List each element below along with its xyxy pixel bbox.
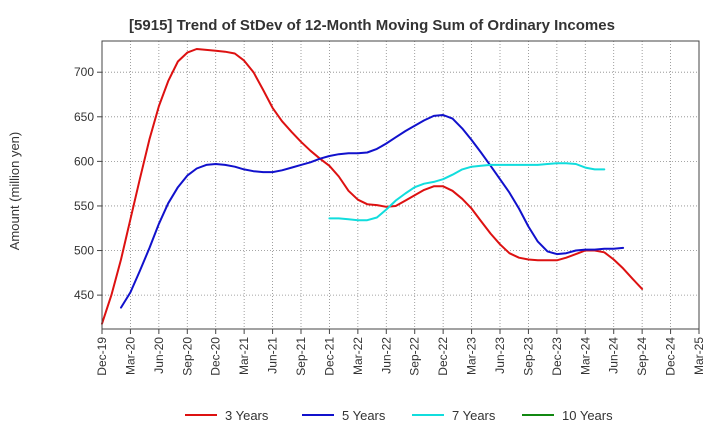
x-tick-label: Dec-21 xyxy=(322,337,336,376)
legend-label: 3 Years xyxy=(225,408,269,423)
y-tick-label: 600 xyxy=(74,154,94,168)
legend-label: 5 Years xyxy=(342,408,386,423)
series-line xyxy=(328,162,606,222)
x-tick-label: Jun-21 xyxy=(266,337,280,374)
plot-frame xyxy=(101,40,700,330)
series-lines xyxy=(101,48,644,325)
series-line xyxy=(101,48,644,325)
x-tick-label: Jun-20 xyxy=(152,337,166,374)
x-tick-label: Jun-23 xyxy=(493,337,507,374)
y-axis-label: Amount (million yen) xyxy=(7,132,22,251)
legend-label: 10 Years xyxy=(562,408,613,423)
y-tick-label: 550 xyxy=(74,199,94,213)
x-tick-label: Mar-23 xyxy=(465,337,479,375)
grid xyxy=(102,41,699,329)
legend-label: 7 Years xyxy=(452,408,496,423)
y-tick-label: 450 xyxy=(74,288,94,302)
axes: 450 500 550 600 650 700 Dec-19 Mar-20 Jun-20 Sep-… xyxy=(74,65,706,375)
y-tick-label: 650 xyxy=(74,110,94,124)
x-tick-label: Jun-22 xyxy=(379,337,393,374)
y-tick-label: 500 xyxy=(74,244,94,258)
x-tick-label: Dec-20 xyxy=(209,337,223,376)
x-tick-label: Sep-21 xyxy=(294,337,308,376)
x-tick-label: Dec-23 xyxy=(550,337,564,376)
x-tick-label: Mar-24 xyxy=(578,337,592,375)
x-tick-label: Mar-22 xyxy=(351,337,365,375)
x-tick-label: Sep-24 xyxy=(635,337,649,376)
x-tick-label: Dec-24 xyxy=(664,337,678,376)
x-tick-label: Dec-22 xyxy=(436,337,450,376)
x-tick-label: Sep-20 xyxy=(180,337,194,376)
x-tick-label: Jun-24 xyxy=(607,337,621,374)
x-tick-label: Mar-25 xyxy=(692,337,706,375)
chart-title: [5915] Trend of StDev of 12-Month Moving… xyxy=(129,17,615,34)
x-tick-label: Sep-22 xyxy=(408,337,422,376)
x-tick-label: Mar-20 xyxy=(123,337,137,375)
x-tick-label: Mar-21 xyxy=(237,337,251,375)
y-tick-label: 700 xyxy=(74,65,94,79)
series-line xyxy=(120,114,625,309)
x-tick-label: Dec-19 xyxy=(95,337,109,376)
legend: 3 Years 5 Years 7 Years 10 Years xyxy=(185,408,613,423)
x-tick-label: Sep-23 xyxy=(521,337,535,376)
